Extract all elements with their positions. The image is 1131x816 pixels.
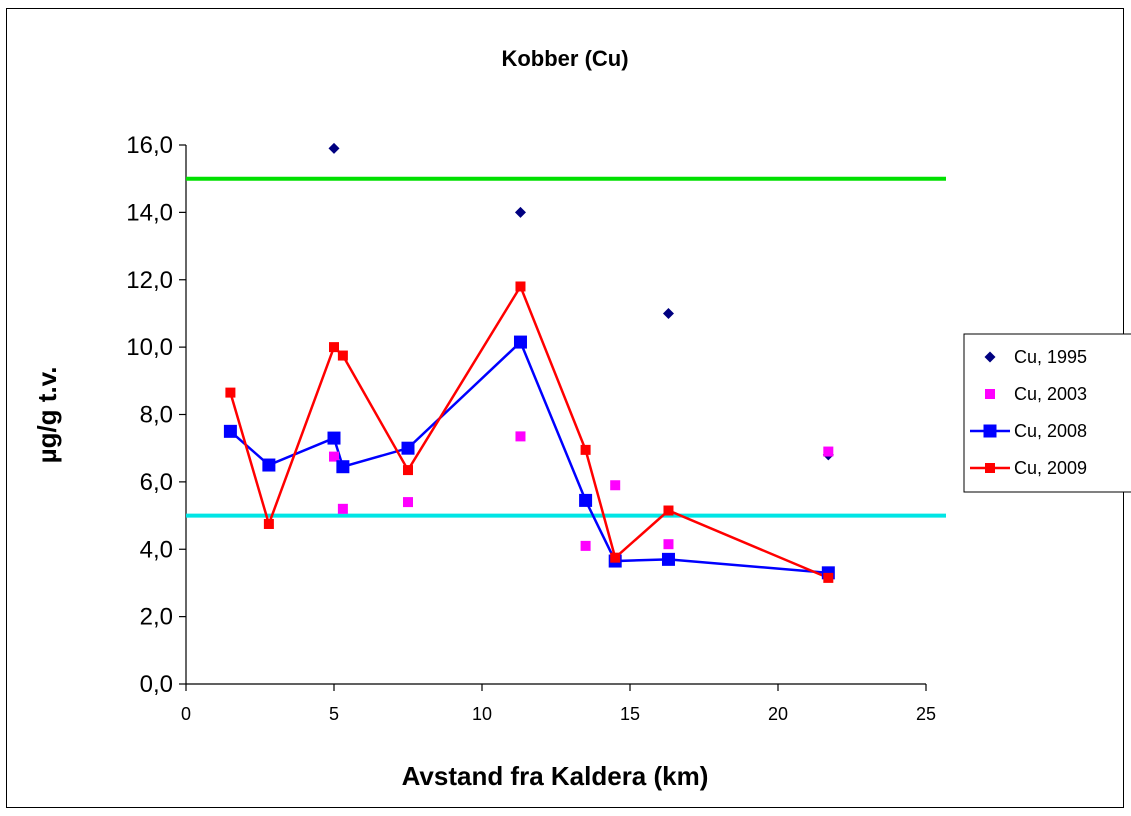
legend-label: Cu, 2003: [1014, 384, 1087, 404]
series-4-point: [580, 444, 591, 455]
y-tick-label: 12,0: [126, 267, 173, 294]
series-line-4: [229, 283, 829, 580]
legend-marker: [985, 389, 995, 399]
series-2-point: [663, 539, 674, 550]
series-1-point: [662, 307, 674, 319]
series-2-point: [823, 446, 834, 457]
series-3-point: [579, 493, 593, 507]
plot-area: 0,0 2,0 4,0 6,0 8,0 10,0 12,0 14,0 16,0 0 5 10 15 20 2…: [126, 132, 946, 724]
y-tick-label: 10,0: [126, 334, 173, 361]
x-tick-label: 5: [329, 704, 339, 724]
series-4-point: [403, 465, 413, 476]
legend-marker: [983, 424, 997, 438]
series-3-point: [327, 431, 341, 445]
x-axis-title: Avstand fra Kaldera (km): [402, 761, 709, 791]
legend-label: Cu, 2009: [1014, 458, 1087, 478]
x-tick-label: 10: [472, 704, 492, 724]
y-tick-label: 16,0: [126, 132, 173, 159]
series-4-point: [823, 572, 834, 583]
series-3-point: [401, 441, 415, 455]
series-2-point: [610, 480, 621, 491]
series-4-point: [329, 342, 339, 353]
legend-marker: [985, 463, 995, 473]
series-1-point: [328, 142, 340, 154]
series-2-point: [337, 503, 348, 514]
y-tick-label: 14,0: [126, 199, 173, 226]
x-tick-label: 0: [181, 704, 191, 724]
x-tick-label: 25: [916, 704, 936, 724]
series-1-point: [514, 206, 526, 218]
x-tick-label: 20: [768, 704, 788, 724]
series-4-point: [263, 518, 274, 529]
y-tick-label: 0,0: [140, 671, 173, 698]
series-3-point: [336, 460, 350, 474]
series-line-3: [229, 339, 829, 575]
legend-marker: [984, 351, 996, 363]
y-tick-label: 4,0: [140, 536, 173, 563]
series-4-point: [337, 350, 348, 361]
x-tick-label: 15: [620, 704, 640, 724]
series-2-point: [329, 451, 339, 462]
legend-label: Cu, 2008: [1014, 421, 1087, 441]
chart-frame: [6, 8, 1124, 808]
series-4-point: [515, 281, 526, 292]
series-3-point: [223, 424, 237, 438]
series-2-point: [580, 540, 591, 551]
series-4-point: [610, 552, 621, 563]
y-tick-label: 8,0: [140, 402, 173, 429]
legend-label: Cu, 1995: [1014, 347, 1087, 367]
series-2-point: [403, 497, 413, 508]
y-axis-title: µg/g t.v.: [32, 367, 62, 464]
chart-title: Kobber (Cu): [501, 46, 628, 71]
series-3-point: [661, 552, 675, 566]
legend: Cu, 1995 Cu, 2003 Cu, 2008 Cu, 2009: [963, 333, 1131, 493]
series-4-point: [225, 387, 236, 398]
series-3-point: [513, 335, 527, 349]
series-4-point: [663, 505, 674, 516]
series-3-point: [262, 458, 276, 472]
y-tick-label: 6,0: [140, 469, 173, 496]
series-2-point: [515, 431, 526, 442]
y-tick-label: 2,0: [140, 604, 173, 631]
